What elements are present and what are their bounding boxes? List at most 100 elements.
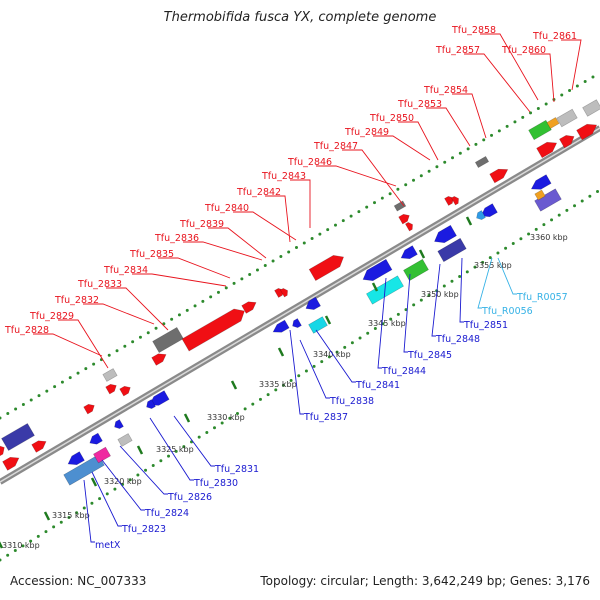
- reverse-label-leader: [91, 471, 122, 527]
- scale-tick-label: 3335 kbp: [259, 380, 297, 389]
- forward-label-leader: [158, 257, 231, 279]
- rna-gene-label: Tfu_R0057: [516, 292, 568, 303]
- reverse-label-leader: [149, 417, 194, 481]
- reverse-label-leader: [477, 257, 493, 309]
- forward-label-leader: [290, 179, 311, 228]
- scale-tick-label: 3320 kbp: [104, 477, 142, 486]
- forward-gene-label: Tfu_2839: [179, 219, 224, 230]
- forward-label-leader: [33, 333, 103, 357]
- forward-label-leader: [316, 165, 397, 187]
- forward-label-leader: [183, 241, 263, 261]
- reverse-gene-label: Tfu_2831: [214, 464, 259, 475]
- reverse-gene-arrow: [403, 258, 429, 282]
- scale-tick: [277, 347, 285, 357]
- scale-tick: [0, 541, 4, 549]
- forward-gene-label: Tfu_2842: [236, 187, 281, 198]
- gene-labels: Tfu_2828 Tfu_2829 Tfu_2832 Tfu_2833 Tfu_2834…: [4, 25, 577, 551]
- gene-features: [0, 99, 600, 486]
- reverse-label-leader: [173, 415, 215, 467]
- reverse-gene-arrow: [292, 318, 302, 328]
- forward-label-leader: [373, 135, 431, 161]
- reverse-gene-arrow: [476, 210, 486, 220]
- reverse-gene-label: Tfu_2851: [463, 320, 508, 331]
- forward-gene-label: Tfu_2850: [369, 113, 414, 124]
- forward-gene-arrow: [105, 383, 117, 395]
- forward-gene-arrow: [450, 196, 459, 206]
- reverse-gene-arrow: [437, 237, 467, 263]
- forward-gene-label: Tfu_2861: [532, 31, 577, 42]
- scale-tick-label: 3340 kbp: [313, 350, 351, 359]
- forward-gene-arrow: [279, 288, 288, 298]
- forward-label-leader: [426, 107, 471, 147]
- forward-gene-label: Tfu_2843: [261, 171, 306, 182]
- reverse-label-leader: [289, 329, 304, 415]
- forward-gene-arrow: [393, 200, 407, 212]
- forward-gene-arrow: [536, 141, 558, 159]
- forward-gene-label: Tfu_2829: [29, 311, 74, 322]
- scale-tick-label: 3315 kbp: [52, 511, 90, 520]
- reverse-gene-label: Tfu_2823: [121, 524, 166, 535]
- scale-tick: [90, 477, 98, 487]
- reverse-label-leader: [431, 263, 441, 337]
- forward-gene-label: Tfu_2854: [423, 85, 468, 96]
- forward-gene-label: Tfu_2840: [204, 203, 249, 214]
- forward-gene-arrow: [489, 168, 509, 184]
- forward-gene-label: Tfu_2834: [103, 265, 148, 276]
- forward-gene-arrow: [152, 326, 184, 354]
- reverse-gene-arrow: [1, 423, 35, 451]
- forward-gene-arrow: [582, 99, 600, 117]
- forward-label-leader: [530, 53, 555, 103]
- reverse-gene-arrow: [308, 316, 328, 334]
- forward-gene-label: Tfu_2860: [501, 45, 546, 56]
- forward-gene-arrow: [576, 123, 598, 141]
- forward-gene-arrow: [151, 353, 167, 366]
- forward-gene-label: Tfu_2853: [397, 99, 442, 110]
- reverse-label-leader: [403, 273, 411, 353]
- scale-tick-label: 3355 kbp: [474, 261, 512, 270]
- forward-gene-label: Tfu_2846: [287, 157, 332, 168]
- forward-gene-arrow: [546, 117, 560, 129]
- reverse-gene-label: Tfu_2826: [167, 492, 212, 503]
- reverse-label-leader: [459, 257, 464, 323]
- map-title: Thermobifida fusca YX, complete genome: [163, 10, 437, 25]
- reverse-gene-label: Tfu_2830: [193, 478, 238, 489]
- scale-tick: [465, 216, 473, 226]
- forward-gene-arrow: [119, 385, 131, 397]
- reverse-gene-arrow: [146, 399, 156, 409]
- forward-gene-arrow: [102, 368, 118, 382]
- reverse-gene-arrow: [93, 446, 111, 464]
- forward-label-leader: [342, 149, 405, 207]
- scale-tick: [136, 445, 144, 455]
- forward-label-leader: [106, 287, 169, 331]
- forward-gene-arrow: [181, 308, 245, 352]
- reverse-strand-guide-dots: [0, 188, 600, 562]
- forward-gene-arrow: [528, 119, 552, 141]
- reverse-gene-label: Tfu_2844: [381, 366, 426, 377]
- reverse-gene-label: Tfu_2824: [144, 508, 189, 519]
- backbone-highlight: [0, 127, 600, 483]
- scale-tick-label: 3350 kbp: [421, 290, 459, 299]
- forward-label-leader: [398, 121, 439, 161]
- reverse-gene-label: Tfu_2838: [329, 396, 374, 407]
- forward-gene-arrow: [31, 440, 47, 453]
- forward-gene-label: Tfu_2836: [154, 233, 199, 244]
- reverse-gene-arrow: [305, 296, 321, 310]
- reverse-gene-arrow: [362, 258, 393, 282]
- reverse-gene-arrow: [530, 174, 552, 190]
- reverse-label-leader: [83, 479, 95, 543]
- reverse-gene-label: Tfu_2845: [407, 350, 452, 361]
- reverse-gene-label: Tfu_2841: [355, 380, 400, 391]
- forward-label-leader: [58, 319, 109, 369]
- scale-tick-label: 3360 kbp: [530, 233, 568, 242]
- reverse-gene-arrow: [117, 433, 133, 447]
- forward-label-leader: [452, 93, 487, 139]
- forward-gene-arrow: [474, 155, 490, 169]
- forward-gene-label: Tfu_2849: [344, 127, 389, 138]
- forward-gene-label: Tfu_2857: [435, 45, 480, 56]
- reverse-gene-label: metX: [95, 540, 121, 551]
- forward-gene-arrow: [83, 403, 95, 415]
- forward-label-leader: [233, 211, 297, 241]
- forward-gene-label: Tfu_2828: [4, 325, 49, 336]
- reverse-gene-arrow: [114, 419, 124, 429]
- scale-tick: [324, 315, 332, 325]
